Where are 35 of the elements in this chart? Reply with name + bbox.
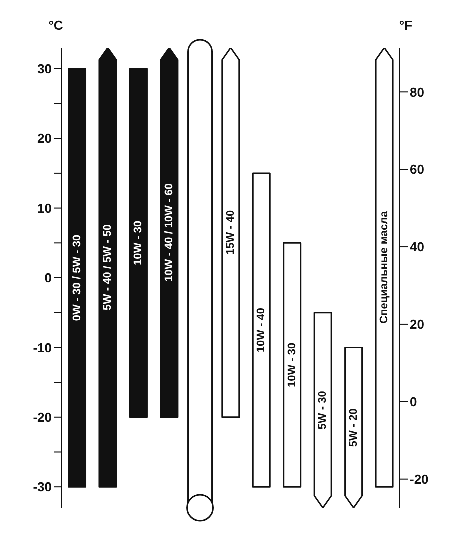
y-tick-label: 10 — [38, 200, 52, 216]
y2-tick-label: -20 — [410, 472, 429, 487]
x-tick-label: Специальные масла — [378, 210, 391, 324]
bar — [375, 48, 394, 488]
y-tick-label: -30 — [33, 480, 52, 495]
y2-tick-label: 80 — [410, 84, 424, 100]
bar — [283, 242, 302, 488]
y-axis-title: °C — [48, 18, 64, 33]
bar — [344, 346, 364, 508]
x-tick-label: 5W - 20 — [348, 408, 360, 448]
y2-tick-label: 40 — [410, 240, 424, 255]
y2-tick-label: 60 — [410, 162, 424, 178]
y2-axis-title: °F — [399, 18, 413, 33]
bar — [314, 312, 332, 508]
x-tick-label: 5W - 40 / 5W - 50 — [102, 224, 114, 311]
bar — [68, 68, 87, 488]
y2-tick-label: 0 — [410, 394, 418, 410]
bar — [98, 48, 118, 488]
bar — [160, 48, 179, 418]
x-tick-label: 0W - 30 / 5W - 30 — [71, 234, 84, 322]
x-tick-label: 15W - 40 — [224, 210, 237, 256]
y-tick-label: -10 — [33, 340, 52, 356]
x-tick-label: 10W - 40 — [256, 308, 268, 353]
y2-tick-label: 20 — [410, 317, 424, 332]
x-tick-label: 10W - 30 — [286, 342, 298, 388]
x-tick-label: 5W - 30 — [317, 391, 330, 430]
bar — [252, 172, 271, 488]
y-tick-label: 30 — [38, 62, 52, 77]
bar — [129, 68, 148, 418]
x-tick-label: 10W - 30 — [132, 220, 145, 266]
y-tick-label: 0 — [44, 270, 52, 286]
y-tick-label: -20 — [33, 410, 52, 426]
bar — [222, 48, 240, 418]
y-tick-label: 20 — [38, 131, 52, 146]
x-tick-label: 10W - 40 / 10W - 60 — [163, 183, 176, 282]
